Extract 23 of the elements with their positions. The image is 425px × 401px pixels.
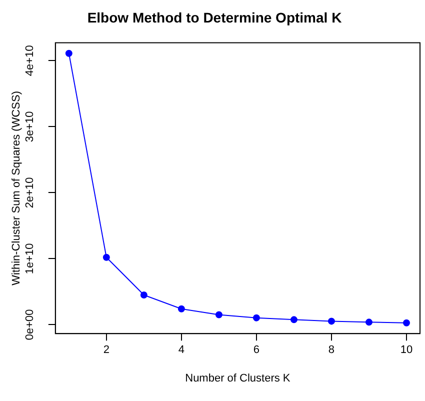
point — [215, 311, 222, 318]
y-tick-label: 3e+10 — [24, 111, 36, 142]
point — [252, 314, 260, 322]
chart-title: Elbow Method to Determine Optimal K — [87, 9, 342, 26]
y-tick-label: 0e+00 — [24, 309, 36, 340]
point — [402, 319, 410, 326]
point — [365, 318, 372, 326]
point — [65, 50, 72, 57]
point — [140, 291, 148, 298]
x-tick-label: 6 — [253, 344, 260, 356]
y-axis-title: Within-Cluster Sum of Squares (WCSS) — [10, 91, 23, 286]
point — [290, 316, 298, 324]
y-tick-label: 1e+10 — [24, 243, 36, 274]
x-tick-label: 8 — [328, 344, 335, 356]
y-tick-label: 4e+10 — [24, 45, 36, 76]
point — [102, 254, 110, 261]
point — [178, 305, 185, 312]
x-tick-label: 4 — [178, 344, 184, 356]
x-tick-label: 2 — [103, 344, 110, 356]
y-tick-label: 2e+10 — [24, 177, 36, 208]
x-axis-title: Number of Clusters K — [185, 372, 291, 384]
x-tick-label: 10 — [400, 344, 413, 356]
point — [328, 318, 335, 325]
